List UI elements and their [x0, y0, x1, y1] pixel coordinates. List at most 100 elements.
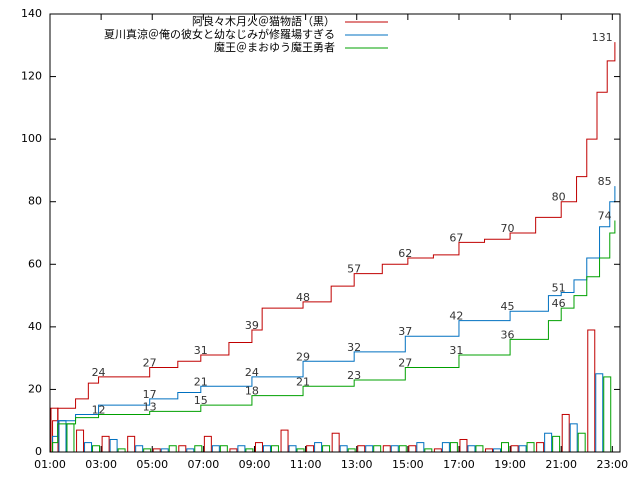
- hourly-bar: [237, 445, 246, 453]
- series-line: [50, 220, 616, 453]
- point-label: 21: [194, 375, 208, 388]
- hourly-bar: [577, 432, 586, 453]
- hourly-bar: [544, 432, 553, 453]
- hourly-bar: [254, 442, 263, 453]
- hourly-bar: [603, 376, 612, 453]
- hourly-bar: [416, 442, 425, 453]
- hourly-bar: [339, 445, 348, 453]
- point-label: 27: [143, 357, 157, 370]
- x-tick-label: 21:00: [545, 458, 577, 471]
- hourly-bar: [536, 442, 545, 453]
- x-tick-label: 19:00: [494, 458, 526, 471]
- hourly-bar: [168, 445, 177, 453]
- y-tick-label: 60: [28, 257, 42, 270]
- hourly-bar: [510, 445, 519, 453]
- x-tick-label: 15:00: [392, 458, 424, 471]
- x-tick-label: 05:00: [136, 458, 168, 471]
- hourly-bar: [382, 445, 391, 453]
- point-label: 31: [449, 344, 463, 357]
- hourly-bar: [449, 442, 458, 453]
- hourly-bar: [92, 445, 101, 453]
- x-tick-label: 17:00: [443, 458, 475, 471]
- point-label: 62: [398, 247, 412, 260]
- hourly-bar: [101, 435, 110, 453]
- hourly-bar: [76, 429, 85, 453]
- hourly-bar: [211, 445, 220, 453]
- x-tick-label: 23:00: [596, 458, 628, 471]
- point-label: 32: [347, 341, 361, 354]
- hourly-bar: [262, 445, 271, 453]
- y-tick-label: 100: [21, 132, 42, 145]
- x-tick-label: 07:00: [188, 458, 220, 471]
- point-label: 67: [449, 231, 463, 244]
- point-label: 24: [245, 366, 259, 379]
- point-label: 13: [143, 400, 157, 413]
- point-label: 45: [501, 300, 515, 313]
- hourly-bar: [390, 445, 399, 453]
- point-label: 12: [92, 403, 106, 416]
- x-tick-label: 11:00: [290, 458, 322, 471]
- hourly-bar: [357, 445, 366, 453]
- point-label: 15: [194, 394, 208, 407]
- point-label: 80: [552, 191, 566, 204]
- hourly-bar: [50, 407, 59, 453]
- hourly-bar: [219, 445, 228, 453]
- point-label: 23: [347, 369, 361, 382]
- point-label: 36: [501, 328, 515, 341]
- hourly-bar: [552, 435, 561, 453]
- legend-label: 夏川真涼＠俺の彼女と幼なじみが修羅場すぎる: [104, 27, 335, 41]
- hourly-bar: [467, 445, 476, 453]
- series-line: [50, 186, 616, 453]
- y-tick-label: 120: [21, 70, 42, 83]
- hourly-bar: [587, 329, 596, 453]
- hourly-bar: [314, 442, 323, 453]
- hourly-bar: [84, 442, 93, 453]
- hourly-bar: [331, 432, 340, 453]
- point-label: 46: [552, 297, 566, 310]
- hourly-bar: [501, 442, 509, 453]
- hourly-bar: [526, 442, 535, 453]
- point-label: 37: [398, 325, 412, 338]
- hourly-bar: [203, 435, 212, 453]
- hourly-bar: [459, 438, 468, 453]
- hourly-bar: [135, 445, 144, 453]
- hourly-bar: [518, 445, 527, 453]
- hourly-bar: [194, 445, 203, 453]
- point-label: 29: [296, 350, 310, 363]
- point-label: 18: [245, 385, 259, 398]
- point-label: 70: [501, 222, 515, 235]
- point-label: 131: [592, 31, 613, 44]
- hourly-bar: [66, 423, 75, 453]
- point-label: 21: [296, 375, 310, 388]
- hourly-bar: [288, 445, 297, 453]
- point-label: 31: [194, 344, 208, 357]
- hourly-bar: [561, 413, 570, 453]
- y-tick-label: 20: [28, 382, 42, 395]
- y-tick-label: 40: [28, 320, 42, 333]
- hourly-bar: [408, 445, 417, 453]
- point-label: 57: [347, 263, 361, 276]
- point-label: 85: [598, 175, 612, 188]
- hourly-bar: [58, 420, 67, 453]
- y-tick-label: 80: [28, 195, 42, 208]
- hourly-bar: [365, 445, 374, 453]
- hourly-bar: [398, 445, 407, 453]
- hourly-bar: [280, 429, 289, 453]
- point-label: 39: [245, 319, 259, 332]
- x-tick-label: 09:00: [239, 458, 271, 471]
- hourly-bar: [178, 445, 187, 453]
- y-tick-label: 0: [35, 445, 42, 458]
- x-tick-label: 13:00: [341, 458, 373, 471]
- x-tick-label: 01:00: [34, 458, 66, 471]
- point-label: 48: [296, 291, 310, 304]
- legend-label: 阿良々木月火＠猫物語（黒）: [192, 14, 335, 28]
- hourly-bar: [595, 373, 604, 453]
- hourly-bar: [322, 445, 331, 453]
- point-label: 24: [92, 366, 106, 379]
- point-label: 51: [552, 281, 566, 294]
- point-label: 42: [449, 310, 463, 323]
- plot-border: [49, 13, 621, 453]
- hourly-bar: [270, 445, 279, 453]
